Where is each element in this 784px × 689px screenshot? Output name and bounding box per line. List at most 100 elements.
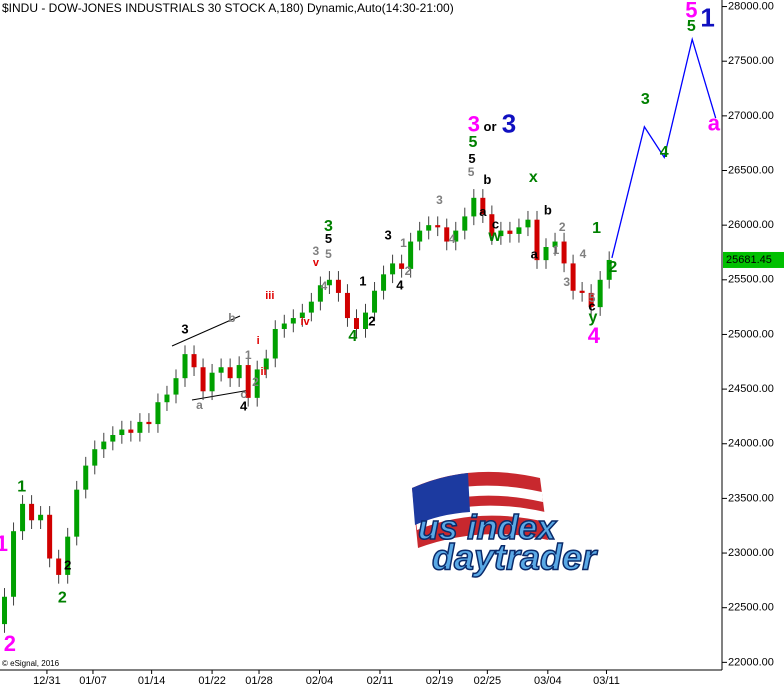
y-tick-label: 24000.00 bbox=[728, 438, 774, 450]
candle-body bbox=[2, 596, 8, 625]
x-tick-label: 01/14 bbox=[138, 675, 166, 687]
candle-body bbox=[137, 421, 143, 433]
logo: us index daytrader bbox=[412, 471, 599, 578]
wave-label: 4 bbox=[660, 144, 669, 161]
candle-body bbox=[182, 354, 188, 379]
channel-line bbox=[171, 315, 241, 347]
wave-label: 3 bbox=[468, 112, 480, 137]
wave-label: 3 bbox=[181, 321, 188, 336]
wave-label: 4 bbox=[449, 232, 456, 246]
wave-label: 5 bbox=[468, 134, 477, 151]
wave-label: 1 bbox=[592, 220, 601, 237]
wave-label: 4 bbox=[396, 277, 404, 292]
x-tick-label: 03/11 bbox=[593, 675, 620, 687]
wave-label: 5 bbox=[687, 18, 696, 35]
wave-label: w bbox=[487, 228, 501, 245]
wave-label: x bbox=[529, 169, 538, 186]
candle-body bbox=[516, 227, 522, 234]
candle-body bbox=[426, 225, 432, 231]
candle-body bbox=[245, 365, 251, 398]
candle-body bbox=[408, 241, 414, 269]
candle-body bbox=[435, 225, 441, 228]
wave-label: a bbox=[708, 111, 721, 136]
candle-body bbox=[272, 328, 278, 359]
chart-title: $INDU - DOW-JONES INDUSTRIALS 30 STOCK A… bbox=[2, 1, 454, 15]
wave-label: 2 bbox=[64, 558, 71, 573]
wave-label: 5 bbox=[325, 247, 332, 261]
candle-body bbox=[218, 367, 224, 373]
x-tick-label: 03/04 bbox=[534, 675, 562, 687]
wave-label: 1 bbox=[400, 236, 407, 250]
y-tick-label: 28000.00 bbox=[728, 0, 774, 12]
candle-body bbox=[588, 292, 594, 308]
candle-body bbox=[462, 216, 468, 231]
candle-body bbox=[299, 312, 305, 319]
candle-body bbox=[83, 465, 89, 490]
wave-label: 3 bbox=[313, 244, 320, 258]
wave-label: a bbox=[196, 398, 203, 412]
wave-label: 3 bbox=[563, 275, 570, 289]
wave-label: 2 bbox=[58, 590, 67, 607]
wave-label: 5 bbox=[325, 231, 332, 246]
y-tick-label: 27500.00 bbox=[728, 55, 774, 67]
candle-body bbox=[399, 263, 405, 269]
candle-body bbox=[56, 558, 62, 575]
candle-body bbox=[128, 429, 134, 433]
candle-body bbox=[390, 263, 396, 275]
y-tick-label: 26500.00 bbox=[728, 164, 774, 176]
wave-label: 1 bbox=[553, 243, 560, 257]
wave-label: 5 bbox=[589, 291, 596, 305]
wave-label: 4 bbox=[580, 247, 587, 261]
wave-label: 2 bbox=[405, 264, 412, 278]
candle-body bbox=[74, 489, 80, 537]
candle-body bbox=[227, 367, 233, 379]
wave-label: 4 bbox=[348, 328, 357, 345]
x-tick-label: 02/25 bbox=[474, 675, 502, 687]
x-tick-label: 02/04 bbox=[306, 675, 334, 687]
y-tick-label: 26000.00 bbox=[728, 219, 774, 231]
candle-body bbox=[335, 279, 341, 293]
wave-label: 2 bbox=[559, 220, 566, 234]
candle-body bbox=[38, 514, 44, 521]
wave-label: 3 bbox=[436, 193, 443, 207]
logo-line2: daytrader bbox=[432, 537, 598, 578]
wave-label: 3 bbox=[502, 109, 516, 139]
y-tick-label: 22500.00 bbox=[728, 602, 774, 614]
wave-label: 5 bbox=[685, 0, 697, 22]
wave-label: 1 bbox=[359, 273, 366, 288]
logo-line1: us index bbox=[418, 509, 558, 547]
candle-body bbox=[534, 219, 540, 261]
channel-line bbox=[191, 389, 251, 401]
candle-body bbox=[20, 503, 26, 532]
wave-label: 5 bbox=[468, 165, 475, 179]
candle-body bbox=[308, 301, 314, 313]
wave-label: v bbox=[313, 257, 320, 269]
candle-body bbox=[173, 378, 179, 395]
wave-label: 4 bbox=[240, 398, 248, 413]
x-tick-label: 02/11 bbox=[367, 675, 394, 687]
candle-body bbox=[290, 318, 296, 324]
y-tick-label: 27000.00 bbox=[728, 110, 774, 122]
candle-body bbox=[381, 274, 387, 291]
candle-body bbox=[47, 514, 53, 559]
wave-label: 1 bbox=[0, 531, 8, 556]
candle-body bbox=[507, 230, 513, 234]
candle-body bbox=[200, 367, 206, 392]
wave-label: or bbox=[484, 119, 497, 134]
candle-body bbox=[344, 292, 350, 319]
candle-body bbox=[372, 290, 378, 313]
candle-body bbox=[579, 290, 585, 293]
candle-body bbox=[326, 279, 332, 286]
candle-body bbox=[281, 323, 287, 329]
wave-label: 3 bbox=[324, 218, 333, 235]
candle-body bbox=[525, 219, 531, 228]
candle-body bbox=[191, 354, 197, 368]
wave-label: y bbox=[588, 309, 597, 326]
y-tick-label: 25000.00 bbox=[728, 328, 774, 340]
candle-body bbox=[552, 241, 558, 248]
wave-label: c bbox=[240, 387, 247, 401]
candle-body bbox=[119, 429, 125, 436]
y-tick-label: 25500.00 bbox=[728, 274, 774, 286]
candle-body bbox=[606, 259, 612, 280]
wave-label: 3 bbox=[384, 227, 391, 242]
